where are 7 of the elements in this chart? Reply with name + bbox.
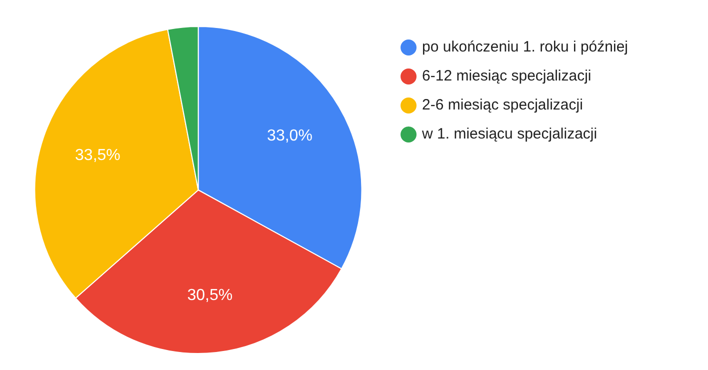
- data-label: 33,0%: [267, 127, 312, 144]
- legend-label: 2-6 miesiąc specjalizacji: [422, 96, 583, 114]
- data-label: 30,5%: [187, 287, 233, 304]
- legend-label: po ukończeniu 1. roku i później: [422, 38, 628, 56]
- legend-label: 6-12 miesiąc specjalizacji: [422, 68, 592, 85]
- data-label: 33,5%: [75, 146, 120, 164]
- legend-label: w 1. miesiącu specjalizacji: [421, 126, 598, 143]
